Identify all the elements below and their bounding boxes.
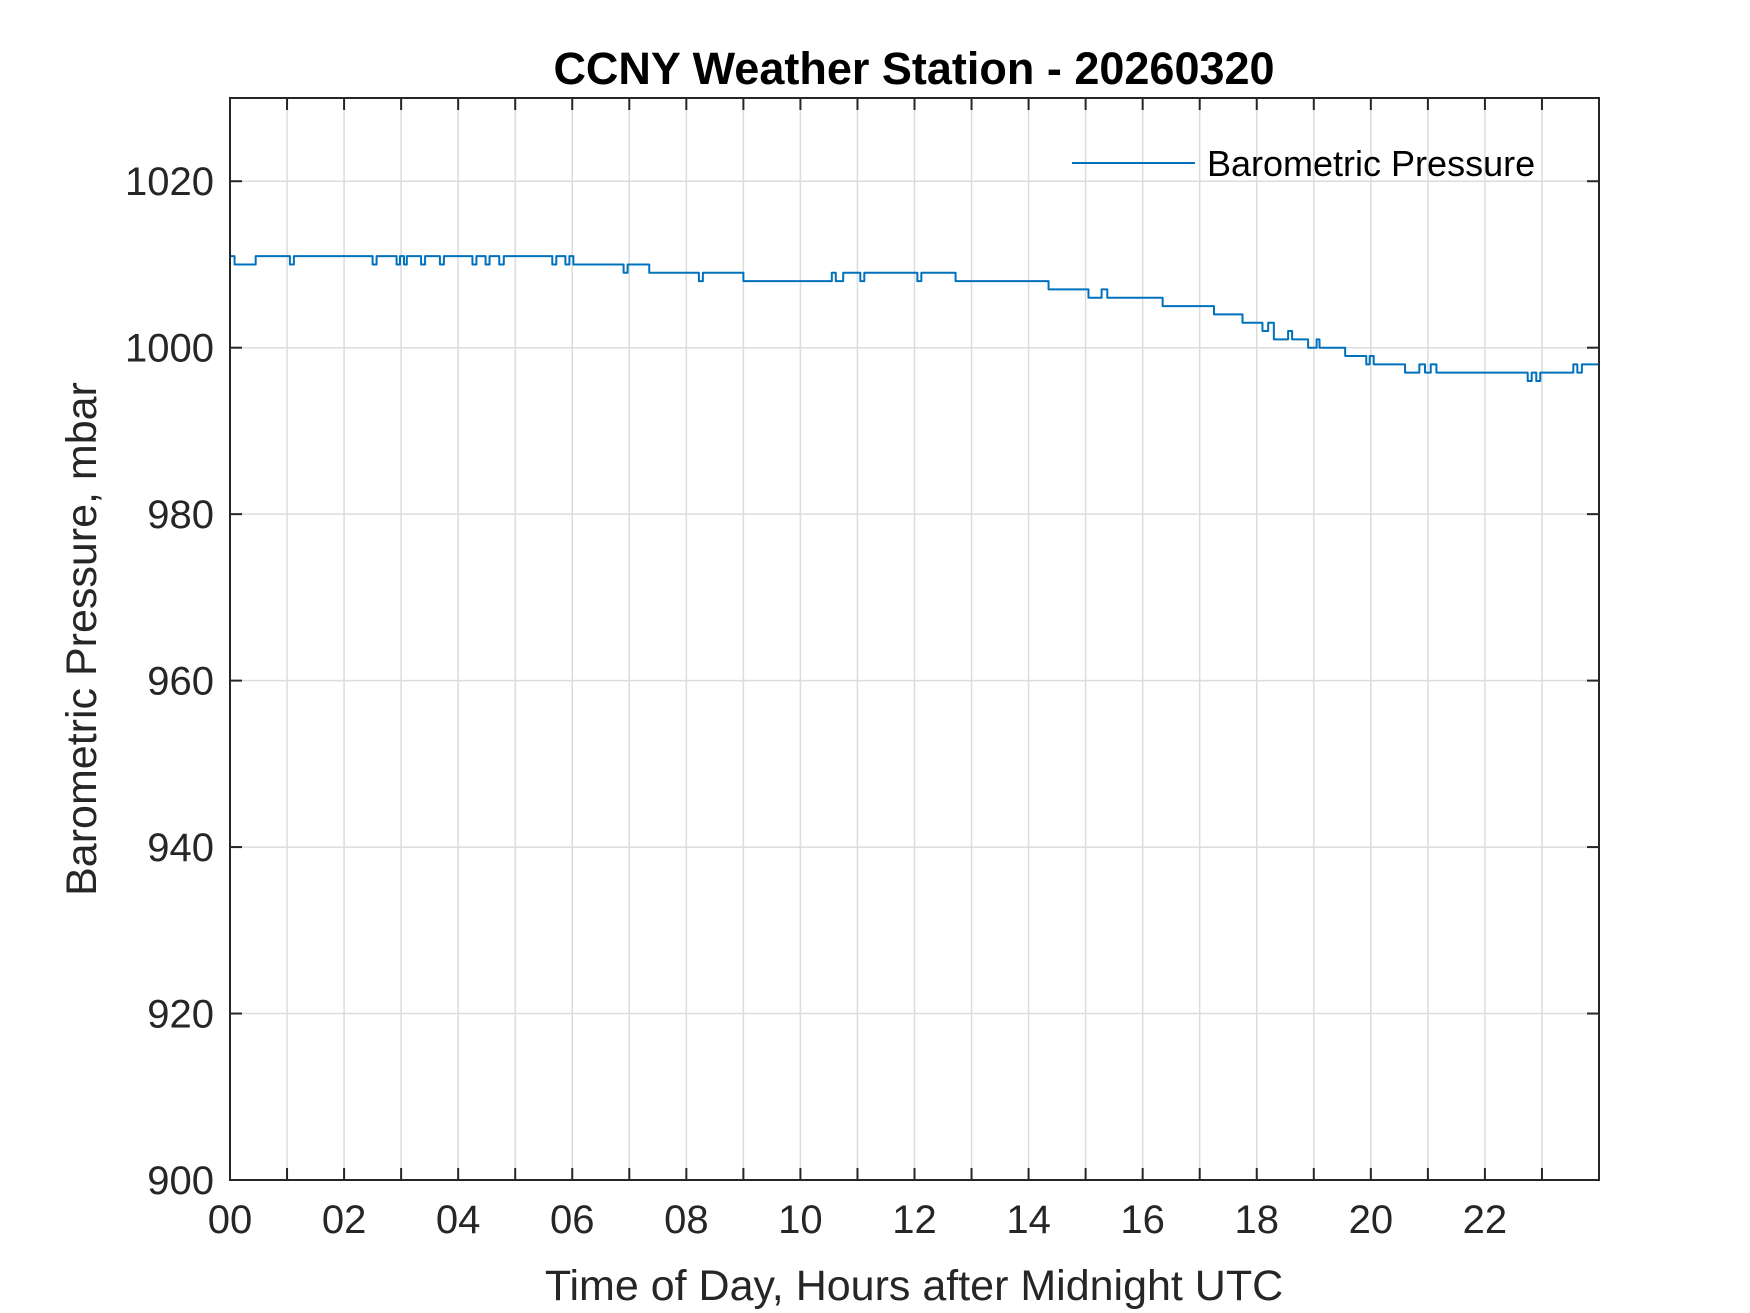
y-tick-label: 900 xyxy=(147,1159,214,1203)
x-tick-label: 18 xyxy=(1235,1198,1280,1242)
series-layer xyxy=(230,255,1599,382)
x-tick-label: 00 xyxy=(208,1198,253,1242)
legend: Barometric Pressure xyxy=(1072,143,1535,184)
y-axis-label: Barometric Pressure, mbar xyxy=(58,382,106,896)
tick-marks xyxy=(230,98,1599,1181)
x-tick-label: 02 xyxy=(322,1198,367,1242)
grid xyxy=(230,98,1599,1180)
x-tick-label: 20 xyxy=(1349,1198,1394,1242)
x-tick-label: 12 xyxy=(892,1198,937,1242)
y-tick-label: 980 xyxy=(147,493,214,537)
legend-label: Barometric Pressure xyxy=(1207,143,1535,184)
x-tick-label: 22 xyxy=(1463,1198,1508,1242)
x-tick-label: 16 xyxy=(1120,1198,1165,1242)
x-tick-label: 06 xyxy=(550,1198,595,1242)
series-line-barometric-pressure xyxy=(230,255,1599,382)
x-axis-label: Time of Day, Hours after Midnight UTC xyxy=(545,1262,1283,1310)
y-tick-label: 920 xyxy=(147,993,214,1037)
y-tick-label: 940 xyxy=(147,826,214,870)
x-tick-label: 10 xyxy=(778,1198,823,1242)
plot-border xyxy=(229,97,1600,1181)
y-tick-label: 960 xyxy=(147,660,214,704)
y-tick-label: 1020 xyxy=(125,160,214,204)
y-tick-label: 1000 xyxy=(125,327,214,371)
x-tick-labels: 00 02 04 06 08 10 12 14 16 18 20 22 xyxy=(208,1198,1507,1242)
x-tick-label: 04 xyxy=(436,1198,481,1242)
y-tick-labels: 900 920 940 960 980 1000 1020 xyxy=(125,160,214,1203)
x-tick-label: 08 xyxy=(664,1198,709,1242)
x-tick-label: 14 xyxy=(1006,1198,1051,1242)
chart-title: CCNY Weather Station - 20260320 xyxy=(553,43,1274,94)
